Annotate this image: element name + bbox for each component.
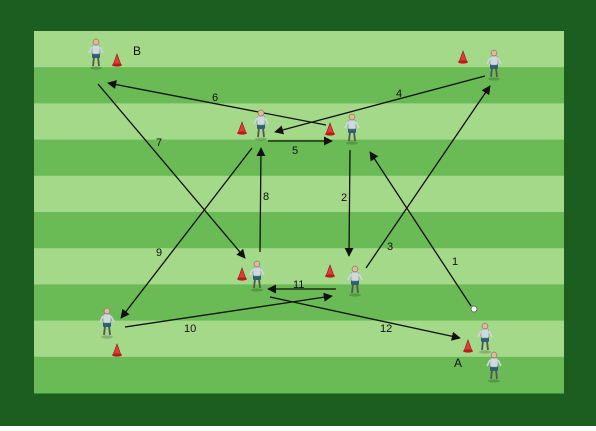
cone-icon (237, 267, 247, 281)
player-icon (253, 109, 269, 141)
cone-icon (325, 264, 335, 278)
pass-label-6: 6 (212, 92, 218, 104)
cone-icon (112, 53, 122, 67)
player-icon (249, 260, 265, 292)
pass-labels: 1 2 3 4 5 6 7 8 9 10 11 12 (156, 88, 458, 335)
pass-arrow-1 (369, 151, 472, 307)
pass-arrow-10 (124, 292, 333, 328)
pass-label-11: 11 (293, 279, 304, 291)
pass-arrow-8 (256, 147, 266, 253)
ball-icon (470, 305, 478, 313)
cone-icon (112, 343, 122, 357)
pass-label-7: 7 (156, 137, 162, 149)
pitch-stripe (34, 67, 564, 104)
pass-label-1: 1 (452, 256, 458, 268)
pass-label-10: 10 (184, 323, 196, 335)
players (88, 38, 502, 383)
cones (112, 50, 473, 357)
pass-arrow-3 (365, 85, 491, 269)
pass-label-12: 12 (380, 323, 392, 335)
pass-arrow-9 (120, 147, 253, 319)
player-icon (477, 322, 493, 354)
position-label-a: A (454, 356, 462, 370)
pitch-stripe (34, 212, 564, 249)
player-icon (99, 307, 115, 339)
pass-label-4: 4 (396, 88, 402, 100)
pass-arrow-4 (274, 75, 486, 135)
pass-arrow-6 (107, 80, 327, 126)
pitch-stripe (34, 320, 564, 358)
cone-icon (458, 50, 468, 64)
player-icon (486, 49, 502, 81)
pass-label-9: 9 (156, 247, 162, 259)
pitch-stripe (34, 139, 564, 177)
pitch-stripe (34, 248, 564, 285)
pass-label-2: 2 (341, 192, 347, 204)
pitch-stripe (34, 356, 564, 394)
pitch-stripe (34, 175, 564, 213)
pitch-stripe (34, 103, 564, 141)
cone-icon (463, 339, 473, 353)
cone-icon (237, 121, 247, 135)
pass-arrows (97, 75, 491, 341)
pass-label-3: 3 (387, 241, 393, 253)
pass-label-5: 5 (292, 145, 298, 157)
cone-icon (325, 122, 335, 136)
pass-arrow-2 (344, 149, 354, 257)
position-label-b: B (133, 44, 141, 58)
pitch-stripes (34, 31, 564, 394)
pass-label-8: 8 (263, 191, 269, 203)
player-icon (88, 38, 104, 70)
pass-arrow-12 (269, 296, 461, 341)
player-icon (486, 351, 502, 383)
player-icon (344, 113, 360, 145)
pass-arrow-7 (97, 83, 246, 259)
player-icon (347, 265, 363, 297)
pitch-stripe (34, 31, 564, 68)
